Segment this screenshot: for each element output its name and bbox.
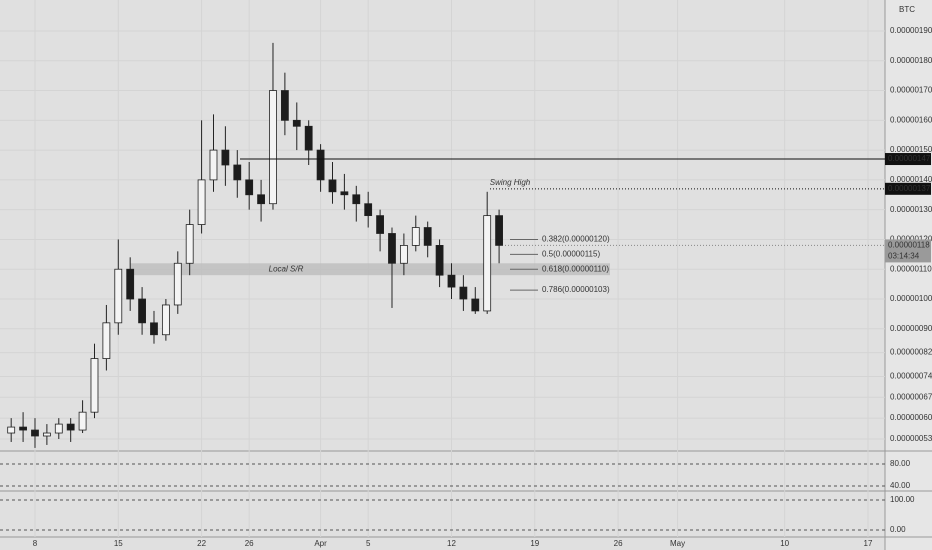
indicator-tick-label: 0.00 xyxy=(890,525,906,534)
candle-body xyxy=(42,432,51,437)
candle-body xyxy=(19,426,27,431)
fib-label: 0.382(0.00000120) xyxy=(542,235,610,244)
indicator-tick-label: 40.00 xyxy=(890,481,911,490)
candle-body xyxy=(483,215,492,312)
price-badge-label: 0.00000137 xyxy=(888,184,931,193)
x-tick-label: 10 xyxy=(780,539,789,548)
y-tick-label: 0.00000180 xyxy=(890,56,932,65)
candle-body xyxy=(292,119,301,127)
candle-body xyxy=(161,304,170,336)
fib-label: 0.618(0.00000110) xyxy=(542,264,609,273)
candle-body xyxy=(316,149,325,181)
candle-body xyxy=(185,224,194,264)
x-tick-label: 26 xyxy=(245,539,254,548)
level-annotation: Swing High xyxy=(490,178,531,187)
x-tick-label: May xyxy=(670,539,685,548)
price-badge xyxy=(885,153,931,166)
y-tick-label: 0.00000067 xyxy=(890,392,932,401)
candle-body xyxy=(209,149,218,181)
support-zone xyxy=(130,263,610,276)
candle-body xyxy=(423,227,432,246)
x-tick-label: Apr xyxy=(314,539,327,548)
candle-body xyxy=(340,191,349,196)
candle-body xyxy=(257,194,265,205)
candle-body xyxy=(471,298,480,312)
candle-body xyxy=(102,322,111,359)
candle-body xyxy=(495,215,503,246)
candle-body xyxy=(328,179,337,193)
indicator-tick-label: 100.00 xyxy=(890,495,915,504)
candle-body xyxy=(364,203,373,217)
candle-body xyxy=(138,298,146,324)
candle-body xyxy=(90,358,99,413)
candle-body xyxy=(126,268,135,300)
y-tick-label: 0.00000160 xyxy=(890,115,932,124)
x-tick-label: 19 xyxy=(530,539,539,548)
y-tick-label: 0.00000130 xyxy=(890,205,932,214)
price-badge xyxy=(885,182,931,195)
last-price-label: 0.00000118 xyxy=(888,241,930,250)
x-tick-label: 5 xyxy=(366,539,371,548)
candle-body xyxy=(197,179,206,225)
support-label: Local S/R xyxy=(269,264,304,273)
candle-body xyxy=(114,268,123,324)
last-price-badge xyxy=(885,239,931,263)
currency-label: BTC xyxy=(899,5,915,14)
candle-body xyxy=(233,164,242,181)
price-badge-label: 0.00000147 xyxy=(888,154,931,163)
candle-body xyxy=(7,426,16,434)
y-tick-label: 0.00000110 xyxy=(890,264,932,273)
x-tick-label: 26 xyxy=(614,539,623,548)
candle-body xyxy=(459,286,468,300)
candle-body xyxy=(66,423,75,431)
candle-body xyxy=(54,423,63,434)
candle-body xyxy=(376,215,384,234)
countdown-label: 03:14:34 xyxy=(888,252,920,261)
y-tick-label: 0.00000053 xyxy=(890,434,932,443)
x-tick-label: 12 xyxy=(447,539,456,548)
candle-body xyxy=(173,262,182,306)
price-axis xyxy=(885,0,932,550)
candle-body xyxy=(304,125,313,151)
y-tick-label: 0.00000074 xyxy=(890,372,932,381)
candle-body xyxy=(280,90,289,121)
x-tick-label: 22 xyxy=(197,539,206,548)
x-tick-label: 17 xyxy=(864,539,873,548)
candle-body xyxy=(352,194,361,205)
y-tick-label: 0.00000150 xyxy=(890,145,932,154)
y-tick-label: 0.00000140 xyxy=(890,175,932,184)
x-tick-label: 8 xyxy=(33,539,38,548)
candle-body xyxy=(150,322,158,336)
candle-body xyxy=(411,227,420,246)
candle-body xyxy=(435,245,444,276)
y-tick-label: 0.00000120 xyxy=(890,235,932,244)
fib-label: 0.786(0.00000103) xyxy=(542,285,610,294)
fib-label: 0.5(0.00000115) xyxy=(542,249,600,258)
candle-body xyxy=(269,90,277,205)
candle-body xyxy=(447,274,456,288)
x-tick-label: 15 xyxy=(114,539,123,548)
candle-body xyxy=(221,149,230,166)
y-tick-label: 0.00000060 xyxy=(890,413,932,422)
indicator-tick-label: 80.00 xyxy=(890,459,911,468)
candle-body xyxy=(78,411,87,431)
y-tick-label: 0.00000090 xyxy=(890,324,932,333)
y-tick-label: 0.00000082 xyxy=(890,348,932,357)
candle-body xyxy=(388,233,396,264)
candle-body xyxy=(245,179,254,196)
y-tick-label: 0.00000170 xyxy=(890,86,932,95)
candle-body xyxy=(399,245,408,264)
y-tick-label: 0.00000190 xyxy=(890,26,932,35)
candle-body xyxy=(31,429,39,437)
y-tick-label: 0.00000100 xyxy=(890,294,932,303)
